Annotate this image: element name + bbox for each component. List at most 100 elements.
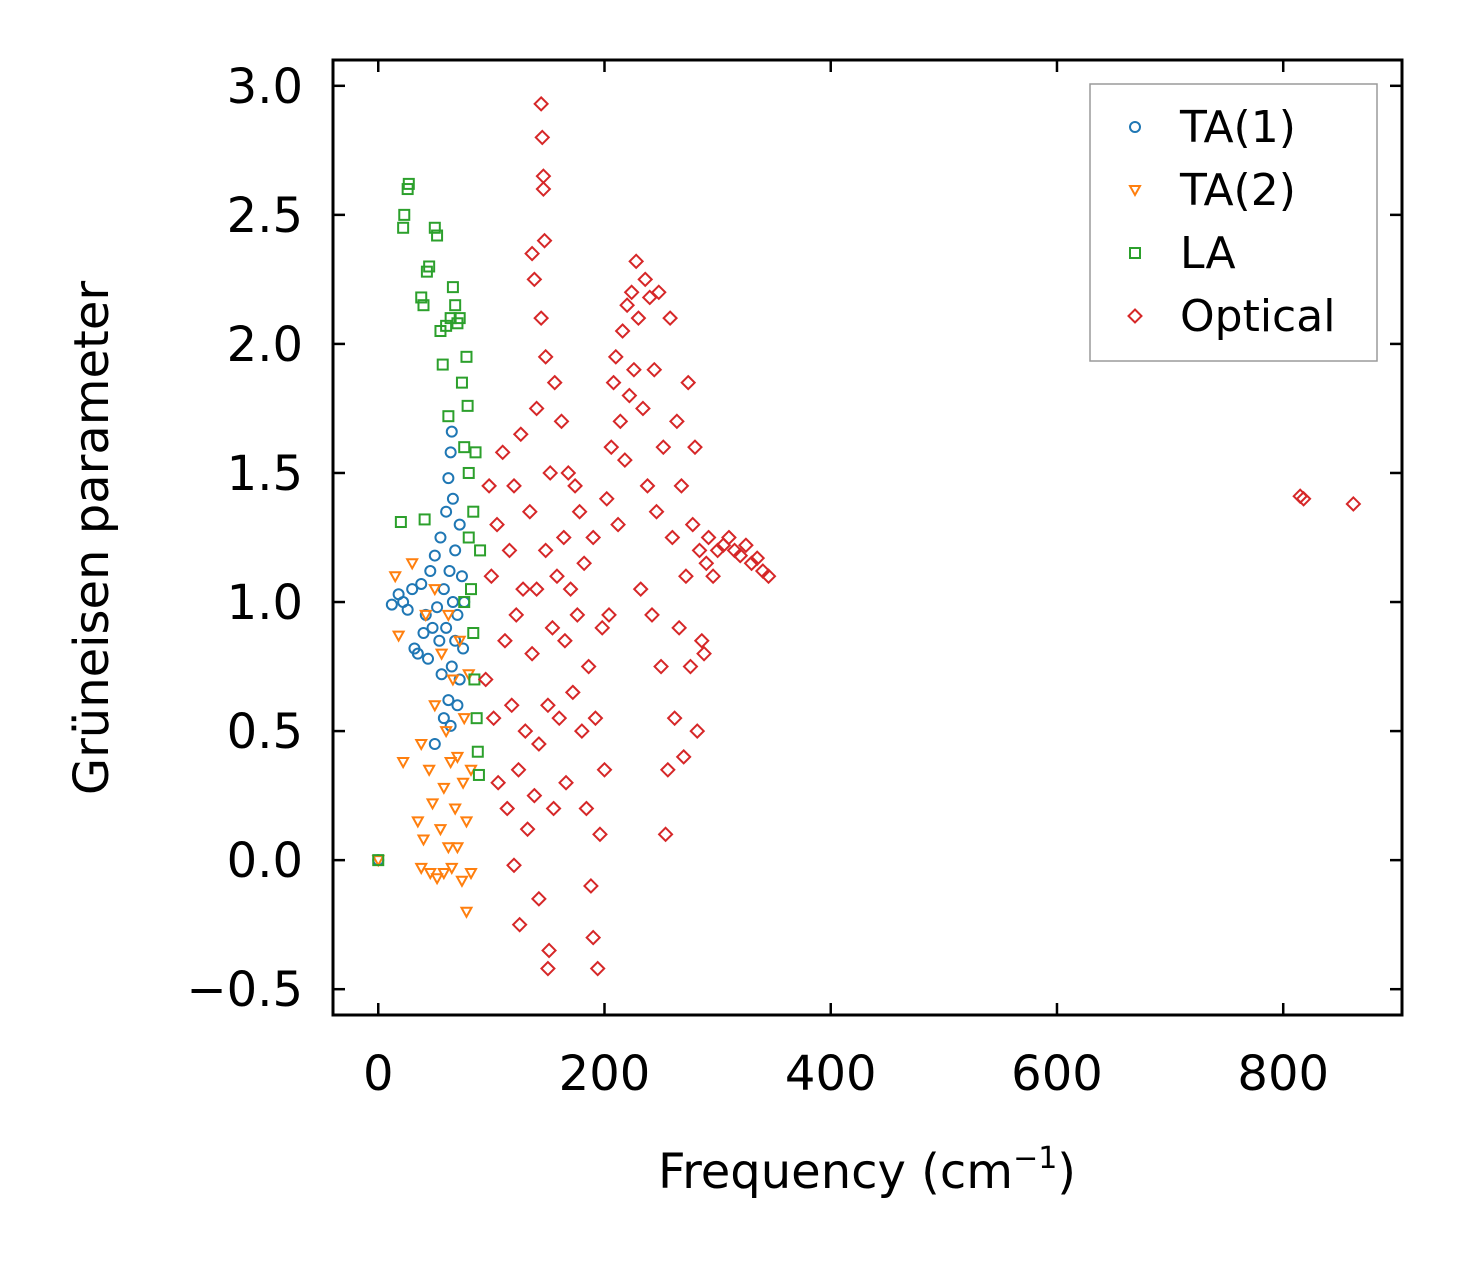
data-point (445, 862, 459, 875)
data-point (401, 603, 414, 616)
data-point (422, 764, 436, 777)
series-la (372, 177, 487, 867)
data-point (537, 348, 554, 365)
data-point (589, 960, 606, 977)
data-point (687, 439, 703, 456)
data-point (515, 581, 531, 598)
data-point (424, 565, 437, 578)
data-point (428, 737, 441, 750)
data-point (596, 761, 613, 778)
data-point (698, 555, 715, 572)
data-point (684, 516, 701, 533)
plot-frame (331, 58, 1404, 1017)
data-point (546, 374, 563, 391)
data-point (737, 537, 754, 554)
data-point (444, 446, 457, 459)
data-point (680, 374, 697, 391)
data-point (464, 868, 478, 881)
data-point (430, 873, 444, 886)
data-point (662, 310, 679, 327)
y-tick-label: 2.5 (227, 188, 303, 244)
data-point (553, 413, 570, 430)
data-point (659, 761, 676, 778)
data-point (442, 694, 455, 707)
legend: TA(1) TA(2) LA Optical (1089, 83, 1378, 362)
data-point (417, 299, 430, 312)
x-axis-label: Frequency (cm−1) (658, 1141, 1076, 1200)
data-point (537, 542, 554, 559)
data-point (549, 568, 565, 585)
data-point (540, 960, 556, 977)
data-point (426, 621, 439, 634)
data-point (455, 570, 468, 583)
data-point (459, 816, 474, 829)
data-point (571, 503, 588, 520)
data-point (585, 929, 602, 946)
data-point (601, 607, 617, 623)
data-point (632, 581, 649, 598)
data-point (564, 684, 581, 701)
data-point (425, 798, 440, 811)
data-point (442, 472, 455, 485)
series-ta-1- (372, 425, 471, 867)
data-point (434, 648, 449, 661)
x-tick-label: 600 (1011, 1046, 1103, 1102)
legend-marker (1129, 121, 1141, 133)
data-point (501, 542, 518, 559)
data-point (612, 413, 629, 430)
data-point (434, 531, 447, 544)
data-point (696, 645, 712, 662)
data-point (458, 596, 471, 609)
legend-marker (1129, 247, 1141, 259)
data-point (573, 723, 590, 739)
data-point (644, 607, 660, 623)
data-point (428, 221, 441, 234)
data-point (673, 477, 690, 494)
data-point (542, 465, 559, 481)
data-point (440, 621, 453, 634)
data-point (594, 619, 611, 636)
data-point (506, 857, 522, 874)
data-point (433, 824, 448, 837)
data-point (540, 697, 556, 714)
data-point (506, 477, 522, 494)
data-point (650, 284, 667, 301)
data-point (391, 630, 406, 643)
data-point (530, 736, 547, 752)
x-tick-label: 200 (559, 1046, 651, 1102)
data-point (630, 310, 647, 327)
data-point (521, 503, 538, 520)
data-point (508, 607, 525, 623)
data-point (398, 208, 411, 221)
data-point (462, 531, 475, 544)
data-point (490, 774, 507, 791)
data-point (467, 627, 480, 639)
data-point (510, 761, 527, 778)
data-point (442, 410, 455, 423)
data-point (709, 542, 726, 559)
data-point (511, 916, 528, 933)
data-point (437, 868, 451, 881)
data-point (431, 229, 444, 242)
data-point (528, 581, 545, 598)
data-point (497, 632, 513, 649)
data-point (470, 712, 483, 725)
data-point (639, 477, 656, 494)
data-point (646, 361, 663, 378)
data-point (503, 697, 520, 714)
data-point (402, 177, 415, 190)
data-point (592, 826, 608, 843)
data-point (610, 516, 626, 533)
data-point (437, 782, 451, 795)
data-point (580, 658, 597, 675)
data-point (628, 253, 645, 270)
data-point (587, 710, 604, 727)
data-point (569, 607, 586, 623)
data-point (1295, 490, 1312, 507)
data-point (456, 777, 470, 790)
data-point (405, 558, 419, 571)
data-point (451, 608, 464, 621)
data-point (414, 738, 428, 752)
data-point (524, 245, 541, 262)
data-point (459, 906, 474, 919)
